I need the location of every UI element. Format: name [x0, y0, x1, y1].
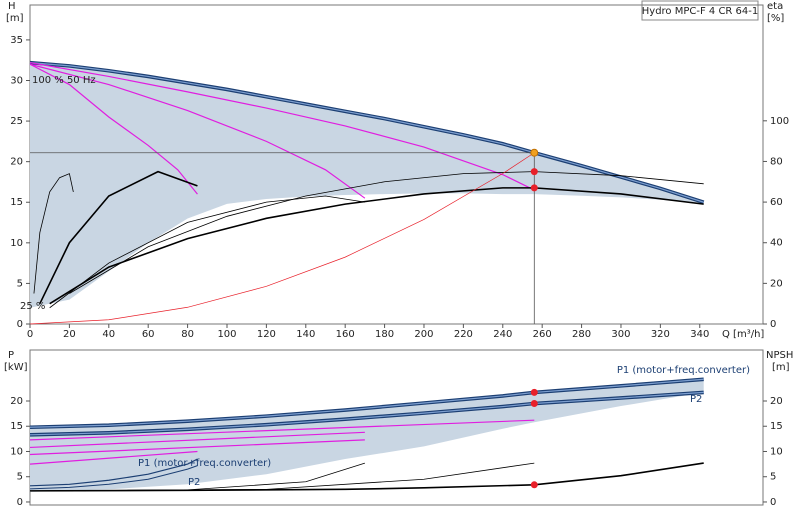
y-tick-label: 25	[10, 116, 23, 127]
curve	[29, 462, 535, 492]
curve	[29, 431, 365, 449]
y2-axis-label: eta	[767, 1, 783, 12]
curve	[29, 378, 704, 428]
curve	[29, 391, 704, 436]
x-tick-label: 180	[375, 329, 394, 340]
y-tick-label: 5	[17, 278, 23, 289]
x-tick-label: 100	[217, 329, 236, 340]
curve	[33, 173, 74, 294]
x-tick-label: 40	[102, 329, 115, 340]
y-tick-label: 0	[17, 497, 23, 508]
x-tick-label: 280	[572, 329, 591, 340]
x-axis-label: Q [m³/h]	[722, 329, 764, 340]
y2-tick-label: 10	[770, 446, 783, 457]
y-axis-label: P	[8, 350, 14, 361]
x-tick-label: 120	[257, 329, 276, 340]
y2-tick-label: 20	[770, 278, 783, 289]
curve	[49, 195, 365, 309]
x-tick-label: 240	[493, 329, 512, 340]
x-tick-label: 60	[142, 329, 155, 340]
curve	[29, 152, 535, 325]
curve	[29, 63, 198, 195]
curve	[29, 439, 365, 456]
y2-tick-label: 80	[770, 156, 783, 167]
y-axis-label: H	[8, 1, 16, 12]
x-tick-label: 320	[651, 329, 670, 340]
y2-axis-unit: [%]	[767, 13, 784, 24]
point	[530, 184, 538, 192]
x-tick-label: 200	[414, 329, 433, 340]
x-tick-label: 20	[63, 329, 76, 340]
y-tick-label: 20	[10, 396, 23, 407]
curve	[29, 62, 704, 203]
point	[530, 388, 538, 396]
curve	[29, 450, 198, 465]
y2-tick-label: 20	[770, 396, 783, 407]
y2-tick-label: 60	[770, 197, 783, 208]
curve	[39, 170, 198, 305]
y2-tick-label: 15	[770, 421, 783, 432]
curve	[29, 462, 704, 492]
point	[530, 168, 538, 176]
series-label: P2	[188, 477, 200, 488]
y2-tick-label: 5	[770, 472, 776, 483]
curve	[49, 187, 704, 305]
y-tick-label: 5	[17, 472, 23, 483]
y-tick-label: 35	[10, 35, 23, 46]
annotation: 25 %	[20, 301, 45, 312]
y2-tick-label: 0	[770, 319, 776, 330]
y-tick-label: 20	[10, 157, 23, 168]
curve	[29, 62, 535, 191]
point	[530, 481, 538, 489]
curve	[29, 465, 198, 490]
y2-tick-label: 40	[770, 238, 783, 249]
y-tick-label: 30	[10, 75, 23, 86]
y2-tick-label: 0	[770, 497, 776, 508]
curve	[69, 171, 704, 294]
chart-title: Hydro MPC-F 4 CR 64-1	[642, 6, 759, 17]
y2-tick-label: 100	[770, 116, 789, 127]
y-tick-label: 10	[10, 238, 23, 249]
y2-axis-label: NPSH	[766, 350, 793, 361]
point	[530, 148, 539, 157]
x-tick-label: 0	[27, 329, 33, 340]
x-tick-label: 260	[533, 329, 552, 340]
series-label: P1 (motor+freq.converter)	[617, 365, 750, 376]
curve	[29, 63, 366, 199]
series-label: P2	[690, 394, 702, 405]
x-tick-label: 160	[336, 329, 355, 340]
x-tick-label: 300	[611, 329, 630, 340]
y-tick-label: 15	[10, 421, 23, 432]
y2-axis-unit: [m]	[772, 362, 790, 373]
y-tick-label: 15	[10, 197, 23, 208]
curve	[29, 419, 535, 441]
series-label: P1 (motor+freq.converter)	[138, 458, 271, 469]
y-axis-unit: [m]	[6, 13, 24, 24]
x-tick-label: 80	[181, 329, 194, 340]
curve	[29, 458, 198, 487]
y-tick-label: 0	[17, 319, 23, 330]
y-axis-unit: [kW]	[4, 362, 28, 373]
x-tick-label: 340	[690, 329, 709, 340]
x-tick-label: 140	[296, 329, 315, 340]
y-tick-label: 10	[10, 446, 23, 457]
x-tick-label: 220	[454, 329, 473, 340]
point	[530, 400, 538, 408]
annotation: 100 % 50 Hz	[32, 75, 96, 86]
title-box	[641, 0, 759, 21]
envelope-area	[30, 379, 704, 492]
